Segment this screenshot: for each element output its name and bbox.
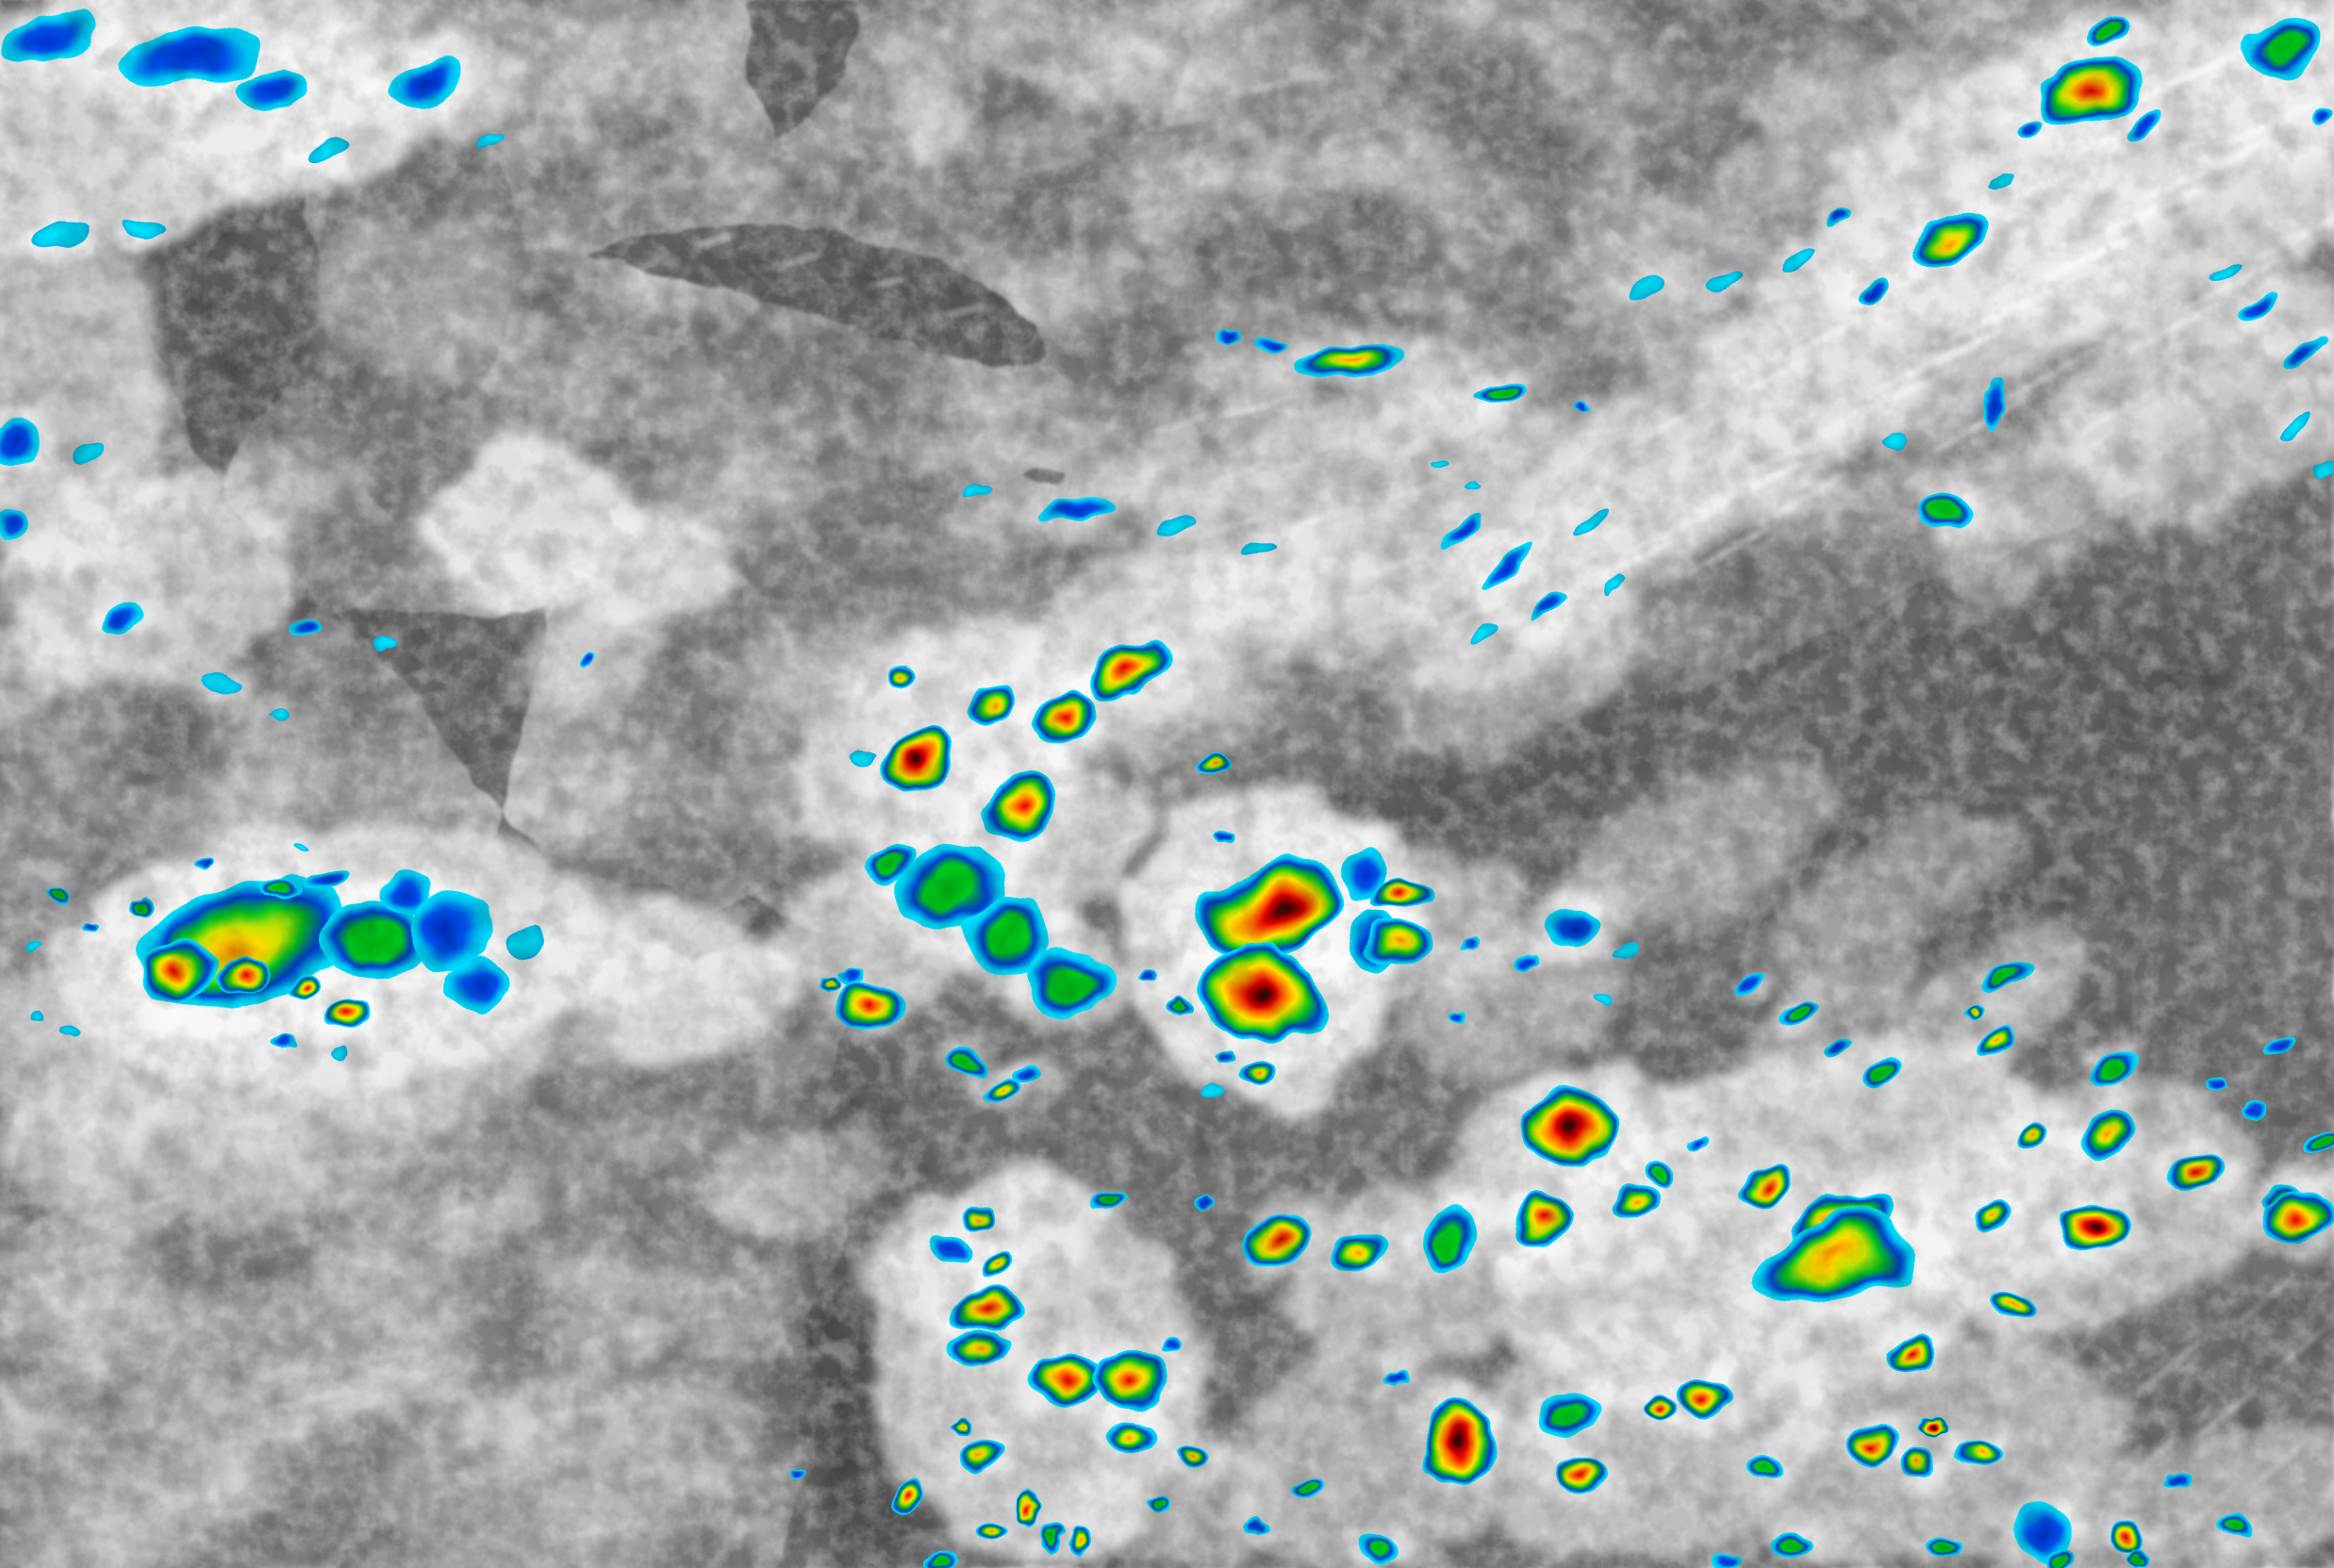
satellite-image <box>0 0 2334 1568</box>
dark-grain-layer <box>0 0 2334 1568</box>
dark-grain <box>0 0 2334 1568</box>
satellite-view <box>0 0 2334 1568</box>
